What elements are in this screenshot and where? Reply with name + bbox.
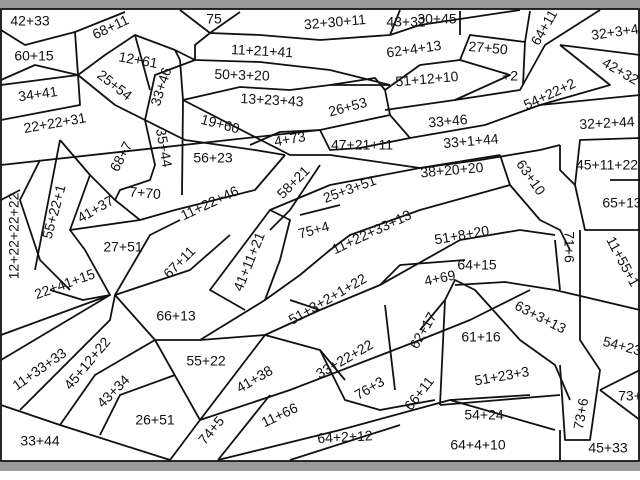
bottom-border-band	[0, 461, 640, 471]
region-sum-label: 32+3+4	[590, 20, 639, 42]
region-sum-label: 54+22+2	[521, 75, 578, 113]
region-sum-label: 58+21	[274, 162, 313, 201]
region-sum-label: 7+70	[129, 183, 162, 202]
region-sum-label: 38+20+20	[420, 159, 484, 180]
region-sum-label: 55+22	[186, 353, 226, 369]
region-sum-label: 26+53	[327, 94, 369, 120]
region-sum-label: 54+23	[601, 333, 640, 359]
region-sum-label: 32+2+44	[579, 113, 635, 132]
region-sum-label: 42+33	[10, 13, 50, 29]
region-sum-label: 33+22+22	[313, 336, 376, 381]
region-sum-label: 66+13	[156, 308, 196, 324]
region-sum-label: 71+6	[561, 231, 577, 263]
region-sum-label: 73+	[618, 388, 640, 404]
region-sum-label: 25+3+51	[321, 172, 379, 206]
region-sum-label: 64+11	[527, 7, 560, 48]
region-sum-label: 43+32	[386, 14, 426, 30]
region-sum-label: 27+51	[103, 239, 143, 255]
region-sum-label: 22+41+15	[32, 265, 97, 302]
region-sum-label: 33+46	[428, 111, 469, 130]
region-outlines	[0, 8, 640, 462]
region-sum-label: 4+69	[423, 267, 457, 289]
region-sum-label: 11+55+1	[603, 234, 640, 290]
region-sum-label: 42+32	[600, 54, 640, 88]
region-sum-label: 43+34	[94, 371, 133, 410]
region-sum-label: 45+33	[588, 440, 628, 456]
region-sum-label: 66+11	[401, 373, 437, 413]
region-sum-label: 13+23+43	[240, 90, 304, 109]
region-sum-label: 63+3+13	[512, 297, 569, 336]
region-sum-label: 33+46	[147, 65, 174, 108]
region-sum-label: 64+15	[457, 257, 497, 273]
region-sum-label: 51+3+2+1+22	[286, 270, 370, 328]
region-sum-label: 55+22+1	[39, 183, 69, 241]
region-sum-label: 34+41	[17, 83, 58, 104]
region-sum-label: 51+8+20	[433, 222, 490, 247]
region-sum-label: 11+21+41	[231, 41, 294, 60]
region-sum-label: 11+22+46	[178, 182, 241, 223]
region-sum-label: +2	[502, 68, 518, 84]
region-sum-label: 68+11	[90, 11, 132, 42]
region-sum-label: 56+23	[193, 150, 233, 166]
region-sum-label: 75+4	[296, 218, 331, 242]
region-sum-label: 64+4+10	[450, 437, 505, 453]
region-sum-label: 51+23+3	[473, 363, 530, 388]
region-sum-label: 33+44	[20, 433, 60, 449]
region-sum-label: 54+24	[464, 407, 504, 423]
region-sum-label: 51+12+10	[395, 68, 459, 89]
region-sum-label: 75	[206, 11, 222, 27]
region-sum-label: 47+21+11	[331, 137, 393, 153]
region-sum-label: 76+3	[352, 373, 387, 403]
region-sum-label: 35+44	[153, 127, 176, 169]
region-sum-label: 62+17	[406, 309, 440, 351]
top-border-band	[0, 0, 640, 9]
region-sum-label: 11+22+33+13	[329, 206, 414, 257]
region-sum-label: 73+6	[570, 397, 591, 431]
region-sum-label: 19+60	[199, 111, 241, 137]
region-sum-label: 45+11+22	[576, 157, 638, 173]
region-sum-label: 12+61	[117, 48, 159, 71]
region-sum-label: 62+4+13	[385, 37, 442, 61]
region-sum-label: 4+73	[273, 128, 307, 149]
region-sum-label: 41+11+21	[230, 230, 268, 294]
region-sum-label: 11+66	[259, 399, 301, 430]
region-sum-label: 50+3+20	[214, 66, 270, 84]
region-sum-label: 30+45	[417, 11, 457, 27]
region-sum-label: 68+7	[106, 139, 135, 175]
region-sum-label: 33+1+44	[443, 130, 500, 151]
region-sum-label: 65+13	[602, 195, 640, 211]
region-sum-label: 27+50	[468, 38, 509, 57]
region-sum-label: 67+11	[160, 243, 199, 282]
region-sum-label: 63+10	[513, 157, 549, 199]
region-sum-label: 64+2+12	[317, 427, 373, 446]
region-sum-label: 41+37	[74, 192, 116, 226]
region-sum-label: 60+15	[14, 48, 54, 64]
region-sum-label: 32+30+11	[303, 11, 366, 32]
region-sum-label: 12+22+22+22	[6, 192, 22, 279]
region-sum-label: 26+51	[135, 412, 175, 428]
region-sum-label: 61+16	[461, 329, 501, 345]
region-sum-label: 25+54	[94, 67, 135, 104]
